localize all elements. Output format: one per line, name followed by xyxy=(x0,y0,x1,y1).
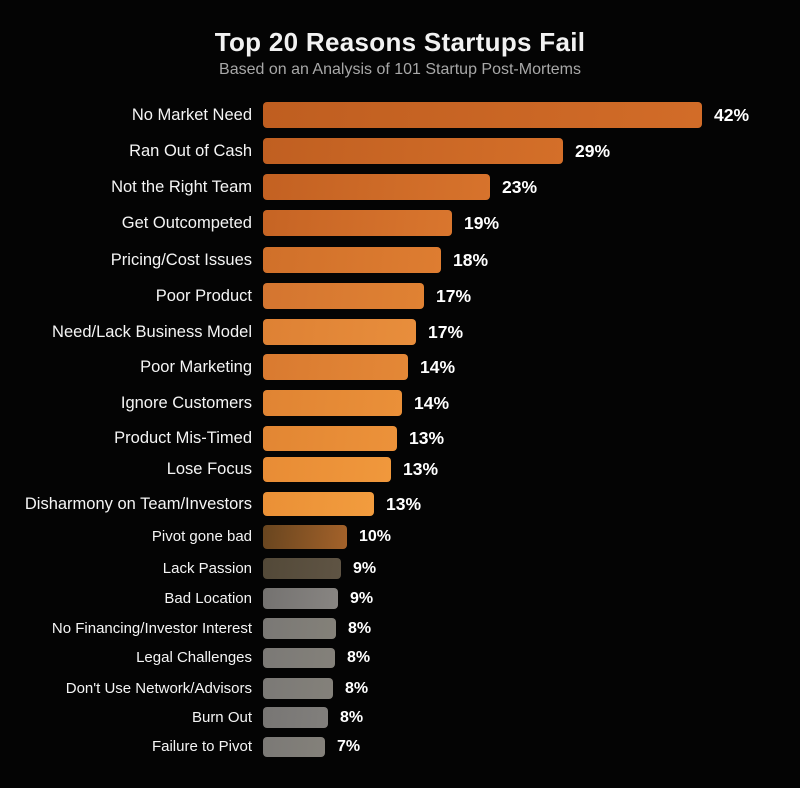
bar-label: Failure to Pivot xyxy=(151,738,252,755)
bar-label: Bad Location xyxy=(164,590,252,607)
bar-label: Poor Marketing xyxy=(140,358,252,376)
bar-label: Poor Product xyxy=(155,287,252,305)
bar-value: 17% xyxy=(428,322,464,342)
bar-value: 14% xyxy=(414,393,450,413)
bar-label: Ran Out of Cash xyxy=(129,142,252,160)
bar-value: 23% xyxy=(502,177,538,197)
bar-value: 18% xyxy=(453,250,489,270)
bar-label: Burn Out xyxy=(191,709,252,726)
bar-label: No Market Need xyxy=(131,106,252,124)
bar xyxy=(263,525,347,549)
bar-value: 8% xyxy=(348,620,372,637)
bar xyxy=(263,174,490,200)
bar-value: 13% xyxy=(386,494,422,514)
bar xyxy=(263,210,452,236)
bar-label: Product Mis-Timed xyxy=(114,429,252,447)
bar-value: 14% xyxy=(420,357,456,377)
bar-label: Lose Focus xyxy=(166,460,252,478)
bar-value: 7% xyxy=(337,738,361,755)
bar xyxy=(263,588,338,609)
bar-value: 10% xyxy=(359,528,392,545)
bar xyxy=(263,648,335,668)
bar-value: 8% xyxy=(347,649,371,666)
bar xyxy=(263,354,408,380)
bar-value: 8% xyxy=(345,680,369,697)
bar-value: 9% xyxy=(350,590,374,607)
bar-label: No Financing/Investor Interest xyxy=(51,620,252,637)
bar xyxy=(263,618,336,639)
bar xyxy=(263,737,325,757)
bar-value: 13% xyxy=(409,428,445,448)
bar-value: 29% xyxy=(575,141,611,161)
bar xyxy=(263,102,702,128)
bar xyxy=(263,492,374,516)
bar xyxy=(263,247,441,273)
bar xyxy=(263,138,563,164)
bar-label: Legal Challenges xyxy=(136,649,252,666)
bar-label: Pivot gone bad xyxy=(151,528,252,545)
bar-value: 17% xyxy=(436,286,472,306)
bar-value: 19% xyxy=(464,213,500,233)
bar-label: Pricing/Cost Issues xyxy=(110,251,252,269)
bar xyxy=(263,707,328,728)
bar-label: Need/Lack Business Model xyxy=(52,323,252,341)
chart-title: Top 20 Reasons Startups Fail xyxy=(214,27,586,57)
bar-value: 13% xyxy=(403,459,439,479)
bar-value: 9% xyxy=(353,560,377,577)
bar xyxy=(263,457,391,482)
bar xyxy=(263,319,416,345)
bar xyxy=(263,678,333,699)
bar xyxy=(263,283,424,309)
bar xyxy=(263,558,341,579)
chart-subtitle: Based on an Analysis of 101 Startup Post… xyxy=(219,61,581,78)
bar-value: 42% xyxy=(714,105,750,125)
bar-label: Disharmony on Team/Investors xyxy=(24,495,252,513)
bar-label: Lack Passion xyxy=(162,560,252,577)
bar-label: Get Outcompeted xyxy=(121,214,252,232)
bar xyxy=(263,390,402,416)
bar xyxy=(263,426,397,451)
bar-label: Ignore Customers xyxy=(120,394,252,412)
bar-value: 8% xyxy=(340,709,364,726)
bar-label: Not the Right Team xyxy=(111,178,252,196)
bar-label: Don't Use Network/Advisors xyxy=(65,680,252,697)
